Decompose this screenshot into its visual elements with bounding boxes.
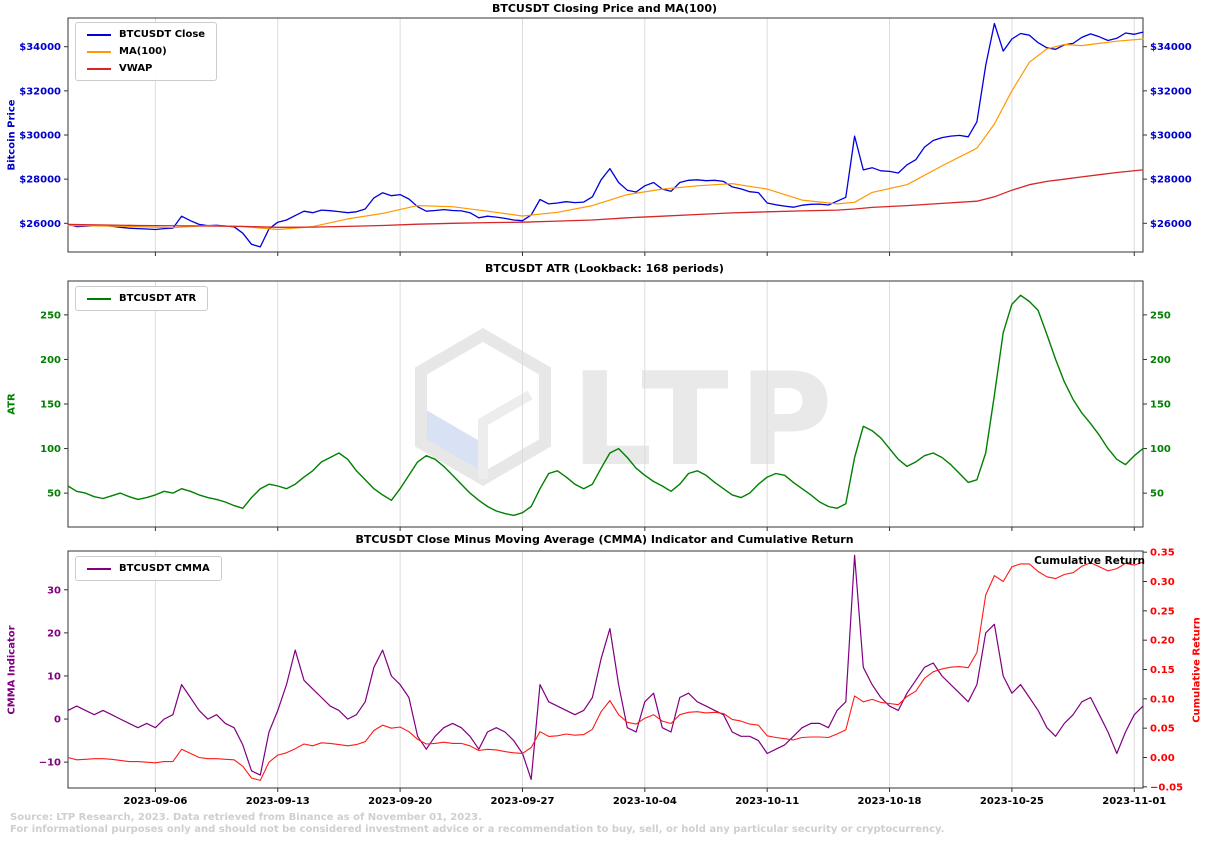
legend-label: BTCUSDT CMMA (119, 563, 210, 574)
y-tick-label: $34000 (1150, 42, 1192, 53)
series-line-btcusdt-close (67, 22, 1144, 248)
legend-line-swatch (87, 67, 111, 70)
legend-3: BTCUSDT CMMA (75, 556, 222, 581)
right-y-tick-label: 0.35 (1150, 548, 1175, 559)
legend-1: BTCUSDT Close MA(100) VWAP (75, 22, 218, 81)
legend-item: BTCUSDT Close (87, 29, 205, 40)
atr-chart-title: BTCUSDT ATR (Lookback: 168 periods) (485, 262, 724, 275)
y-tick-label: $32000 (19, 86, 61, 97)
y-tick-label: 250 (1150, 310, 1171, 321)
plot-border (67, 550, 1144, 789)
right-y-tick-label: −0.05 (1150, 782, 1183, 793)
series-line-vwap (67, 169, 1144, 228)
x-tick-label: 2023-10-18 (858, 796, 922, 807)
plot-border (67, 17, 1144, 253)
y-tick-label: 200 (1150, 355, 1171, 366)
right-y-tick-label: 0.00 (1150, 753, 1175, 764)
x-tick-label: 2023-09-20 (368, 796, 432, 807)
x-tick-label: 2023-09-27 (490, 796, 554, 807)
x-tick-label: 2023-11-01 (1102, 796, 1166, 807)
right-y-tick-label: 0.30 (1150, 577, 1175, 588)
price-chart-title: BTCUSDT Closing Price and MA(100) (491, 2, 718, 15)
x-tick-label: 2023-09-13 (246, 796, 310, 807)
y-tick-label: 100 (1150, 444, 1171, 455)
y-tick-label: 30 (47, 585, 61, 596)
y-tick-label: $34000 (19, 42, 61, 53)
y-tick-label: $30000 (19, 131, 61, 142)
right-y-tick-label: 0.20 (1150, 636, 1175, 647)
series-line-ma-100- (67, 38, 1144, 231)
legend-item: MA(100) (87, 46, 205, 57)
x-tick-label: 2023-10-25 (980, 796, 1044, 807)
plot-border (67, 280, 1144, 528)
right-y-tick-label: 0.10 (1150, 694, 1175, 705)
footer-disclaimer-line: For informational purposes only and shou… (10, 824, 945, 835)
y-tick-label: −10 (39, 758, 61, 769)
y-tick-label: 150 (1150, 400, 1171, 411)
legend-line-swatch (87, 50, 111, 53)
legend-item: BTCUSDT ATR (87, 293, 196, 304)
legend-label: BTCUSDT ATR (119, 293, 197, 304)
x-tick-label: 2023-10-11 (735, 796, 799, 807)
y-tick-label: $30000 (1150, 131, 1192, 142)
y-tick-label: 0 (54, 715, 61, 726)
y-tick-label: 50 (1150, 489, 1164, 500)
y-tick-label: 250 (40, 310, 61, 321)
series-line-btcusdt-atr (67, 294, 1144, 517)
legend-label: BTCUSDT Close (119, 29, 206, 40)
right-y-tick-label: 0.05 (1150, 724, 1175, 735)
right-y-tick-label: 0.15 (1150, 665, 1175, 676)
legend-2: BTCUSDT ATR (75, 286, 209, 311)
cmma-chart-title: BTCUSDT Close Minus Moving Average (CMMA… (355, 533, 854, 546)
legend-item: BTCUSDT CMMA (87, 563, 210, 574)
y-tick-label: $28000 (1150, 175, 1192, 186)
legend-label: VWAP (119, 63, 153, 74)
cumulative-return-annotation: Cumulative Return (1034, 555, 1145, 567)
right-y-tick-label: 0.25 (1150, 606, 1175, 617)
y-tick-label: 20 (47, 628, 61, 639)
legend-item: VWAP (87, 63, 205, 74)
y-tick-label: $32000 (1150, 86, 1192, 97)
legend-line-swatch (87, 297, 111, 300)
legend-line-swatch (87, 33, 111, 36)
series-line-cumulative-return (67, 561, 1144, 781)
y-tick-label: 50 (47, 489, 61, 500)
legend-line-swatch (87, 567, 111, 570)
y-tick-label: $28000 (19, 175, 61, 186)
x-tick-label: 2023-10-04 (613, 796, 677, 807)
legend-label: MA(100) (119, 46, 167, 57)
y-tick-label: $26000 (1150, 219, 1192, 230)
footer-source-line: Source: LTP Research, 2023. Data retriev… (10, 812, 482, 823)
y-tick-label: 100 (40, 444, 61, 455)
y-tick-label: $26000 (19, 219, 61, 230)
y-tick-label: 150 (40, 400, 61, 411)
y-tick-label: 200 (40, 355, 61, 366)
series-line-btcusdt-cmma (67, 554, 1144, 781)
x-tick-label: 2023-09-06 (123, 796, 187, 807)
y-tick-label: 10 (47, 671, 61, 682)
